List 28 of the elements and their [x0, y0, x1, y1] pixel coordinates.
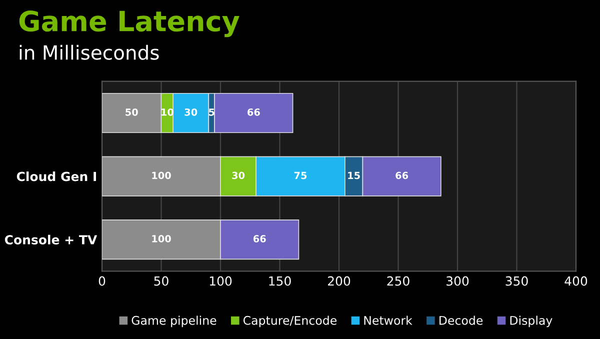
x-tick-label: 300 — [446, 276, 469, 286]
x-tick-label: 250 — [387, 276, 410, 286]
x-tick-label: 200 — [328, 276, 350, 286]
legend-label: Capture/Encode — [243, 316, 337, 328]
data-label: 66 — [253, 235, 266, 242]
legend-label: Decode — [440, 316, 483, 325]
x-tick-label: 50 — [154, 276, 168, 286]
y-tick-label: Cloud Gen I — [16, 172, 96, 182]
data-label: 100 — [152, 235, 171, 242]
x-tick-label: 400 — [564, 276, 588, 286]
x-tick-label: 100 — [210, 276, 232, 286]
chart-subtitle: in Milliseconds — [20, 44, 159, 60]
legend-label: Display — [510, 316, 552, 328]
data-label: 50 — [126, 108, 138, 116]
data-label: 30 — [232, 172, 245, 180]
x-tick-label: 150 — [269, 276, 291, 286]
data-label: 100 — [152, 172, 171, 180]
data-label: 66 — [396, 172, 408, 180]
data-label: 15 — [348, 172, 360, 180]
y-tick-label: Console + TV — [4, 234, 98, 244]
data-label: 75 — [294, 172, 307, 180]
chart-title: Game Latency — [19, 10, 240, 38]
legend-label: Network — [364, 316, 412, 325]
x-tick-label: 350 — [506, 276, 528, 286]
legend-label: Game pipeline — [132, 316, 216, 328]
data-label: 66 — [248, 108, 260, 116]
x-tick-label: 0 — [98, 276, 106, 286]
data-label: 30 — [184, 108, 198, 116]
